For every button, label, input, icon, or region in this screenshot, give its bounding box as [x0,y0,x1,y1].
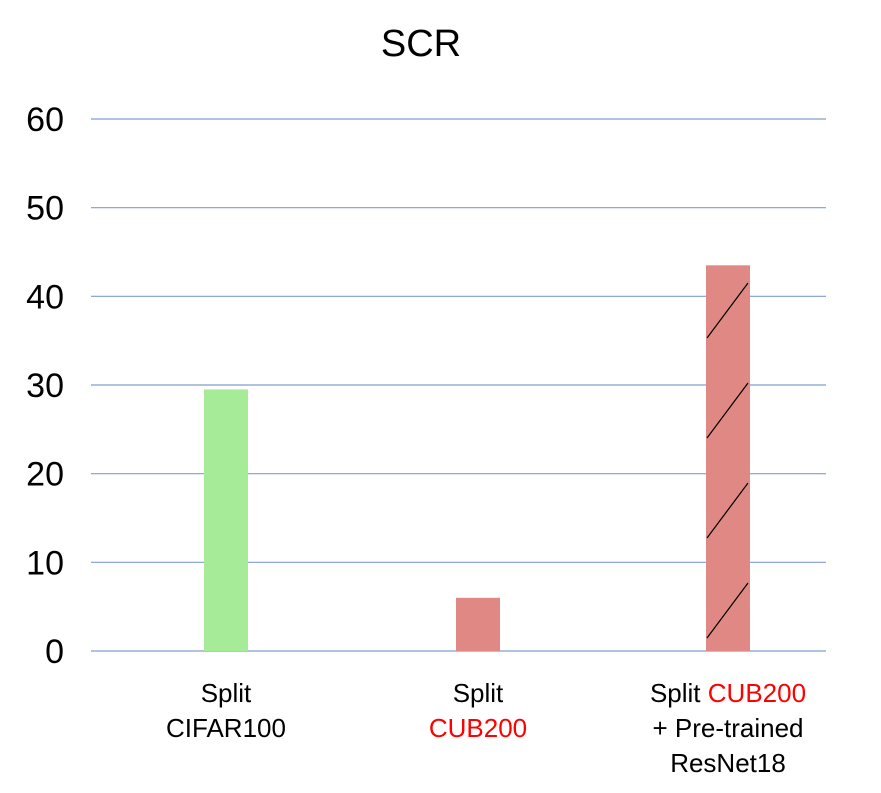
y-tick-label-10: 10 [26,544,64,582]
y-tick-label-50: 50 [26,190,64,228]
bar-hatch-stroke [706,582,749,639]
category-label-2: Split CUB200 [429,678,527,743]
chart-title: SCR [381,23,461,65]
category-label-highlight: CUB200 [708,678,806,708]
bar-2 [456,597,500,651]
bar-group-3 [706,265,750,651]
y-axis-ticks: 0 10 20 30 40 50 60 [26,101,64,671]
category-label-text: CIFAR100 [166,713,286,743]
category-label-text: Split [201,678,252,708]
bar-hatch-stroke [706,382,749,439]
category-label-text: Split [650,678,708,708]
category-label-3: Split CUB200 + Pre-trained ResNet18 [650,678,806,778]
bar-3 [706,265,750,651]
bar-group-2 [456,597,500,651]
bar-1 [204,389,248,651]
category-label-1: Split CIFAR100 [166,678,286,743]
bar-hatch-stroke [706,482,749,539]
y-tick-label-20: 20 [26,456,64,494]
category-label-text: + Pre-trained [652,713,803,743]
bar-hatch-stroke [706,282,749,339]
y-tick-label-0: 0 [45,633,64,671]
bar-group-1 [204,389,248,651]
category-label-highlight: CUB200 [429,713,527,743]
category-label-text: ResNet18 [670,748,786,778]
bars [204,265,750,651]
y-tick-label-30: 30 [26,367,64,405]
y-tick-label-60: 60 [26,101,64,139]
y-tick-label-40: 40 [26,278,64,316]
category-label-text: Split [453,678,504,708]
